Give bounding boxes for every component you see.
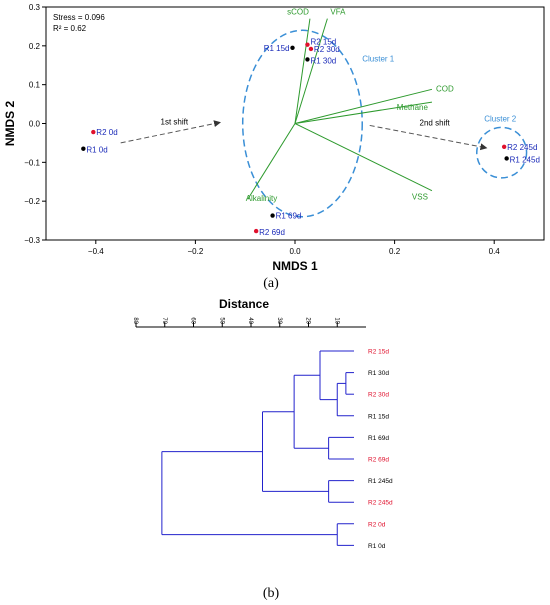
- leaf-label-r1-15d: R1 15d: [368, 413, 389, 420]
- y-tick-label: −0.3: [24, 236, 40, 245]
- vector-line-alkalinity: [247, 123, 296, 200]
- panel-label-b: (b): [263, 586, 280, 601]
- x-tick-label: 0.4: [489, 247, 501, 256]
- distance-tick-label: 40: [247, 317, 253, 324]
- vector-line-vss: [294, 123, 433, 192]
- point-r1-30d: [305, 57, 310, 62]
- leaf-label-r2-30d: R2 30d: [368, 392, 389, 399]
- distance-tick-label: 20: [305, 317, 311, 324]
- cluster-label-1: Cluster 1: [362, 54, 395, 63]
- point-r2-30d: [308, 46, 314, 52]
- x-tick-label: 0.2: [389, 247, 401, 256]
- distance-tick-label: 60: [190, 317, 196, 324]
- x-tick-label: 0.0: [289, 247, 301, 256]
- leaf-label-r2-245d: R2 245d: [368, 500, 393, 507]
- panel-label-a: (a): [263, 276, 279, 291]
- point-label-r2-30d: R2 30d: [314, 45, 340, 54]
- point-r2-245d: [501, 144, 507, 149]
- env-vectors: sCOD VFA COD Methane VSS Alkalinity: [246, 8, 454, 204]
- vector-label-methane: Methane: [397, 103, 429, 112]
- y-axis-title: NMDS 2: [3, 101, 17, 147]
- distance-tick-label: 80: [132, 317, 138, 324]
- y-tick-label: 0.1: [29, 81, 41, 90]
- r2-text: R² = 0.62: [53, 24, 87, 33]
- leaf-label-r1-245d: R1 245d: [368, 478, 393, 485]
- leaf-label-r1-0d: R1 0d: [368, 543, 386, 550]
- leaf-label-r2-69d: R2 69d: [368, 457, 389, 464]
- leaf-label-r2-0d: R2 0d: [368, 521, 386, 528]
- vector-label-alkalinity: Alkalinity: [246, 194, 278, 203]
- point-label-r1-245d: R1 245d: [510, 155, 540, 164]
- leaf-label-r1-30d: R1 30d: [368, 370, 389, 377]
- point-r1-15d: [290, 45, 295, 50]
- cluster-ellipse-1: [241, 29, 363, 218]
- cluster-ellipses: Cluster 1 Cluster 2: [241, 29, 528, 218]
- shift-label-1: 1st shift: [161, 117, 189, 126]
- distance-tick-label: 50: [218, 317, 224, 324]
- y-tick-label: −0.1: [24, 158, 40, 167]
- leaf-label-r2-15d: R2 15d: [368, 349, 389, 356]
- vector-label-vfa: VFA: [330, 8, 346, 17]
- point-label-r2-0d: R2 0d: [96, 128, 117, 137]
- stress-text: Stress = 0.096: [53, 13, 105, 22]
- x-tick-label: −0.2: [188, 247, 204, 256]
- nmds-axes: −0.4 −0.2 0.0 0.2 0.4 −0.3 −0.2 −0.1 0.0 0.1 0.2 0.…: [24, 3, 500, 256]
- dendrogram-leaves: R2 15d R1 30d R2 30d R1 15d R1 69d R2 69d R1 2…: [368, 349, 393, 550]
- vector-line-methane: [294, 101, 433, 124]
- vector-label-vss: VSS: [412, 193, 428, 202]
- shift-arrow-2: [369, 124, 488, 151]
- leaf-label-r1-69d: R1 69d: [368, 435, 389, 442]
- nmds-panel: Cluster 1 Cluster 2 sCOD VFA COD Methane VSS A…: [3, 3, 545, 291]
- shift-label-2: 2nd shift: [420, 118, 451, 127]
- distance-tick-label: 10: [333, 317, 339, 324]
- distance-axis: 80 70 60 50 40 30 20 10: [132, 317, 366, 328]
- y-tick-label: 0.2: [29, 42, 41, 51]
- point-label-r1-69d: R1 69d: [276, 212, 302, 221]
- distance-tick-label: 70: [161, 317, 167, 324]
- dendrogram-links: [161, 350, 354, 546]
- vector-line-scod: [294, 18, 311, 124]
- x-axis-title: NMDS 1: [272, 259, 318, 273]
- point-r1-245d: [504, 156, 509, 161]
- point-label-r2-245d: R2 245d: [507, 143, 537, 152]
- vector-line-cod: [294, 88, 433, 124]
- shift-arrow-1: [120, 120, 221, 144]
- dendrogram-title: Distance: [219, 297, 269, 311]
- vector-label-scod: sCOD: [287, 8, 309, 17]
- y-tick-label: 0.0: [29, 120, 41, 129]
- vector-label-cod: COD: [436, 84, 454, 93]
- point-r2-69d: [253, 228, 259, 234]
- distance-tick-label: 30: [276, 317, 282, 324]
- point-label-r1-0d: R1 0d: [86, 146, 107, 155]
- y-tick-label: 0.3: [29, 3, 41, 12]
- cluster-ellipse-2: [476, 126, 528, 179]
- point-label-r1-30d: R1 30d: [310, 56, 336, 65]
- point-r1-0d: [81, 146, 86, 151]
- vector-line-vfa: [294, 18, 328, 124]
- x-tick-label: −0.4: [88, 247, 104, 256]
- cluster-label-2: Cluster 2: [484, 115, 517, 124]
- shift-arrows: 1st shift 2nd shift: [120, 117, 488, 151]
- point-r2-0d: [91, 129, 96, 135]
- point-r1-69d: [270, 213, 275, 218]
- point-label-r1-15d: R1 15d: [264, 44, 290, 53]
- point-r2-15d: [305, 42, 310, 47]
- y-tick-label: −0.2: [24, 197, 40, 206]
- point-label-r2-69d: R2 69d: [259, 228, 285, 237]
- point-label-r2-15d: R2 15d: [310, 38, 336, 47]
